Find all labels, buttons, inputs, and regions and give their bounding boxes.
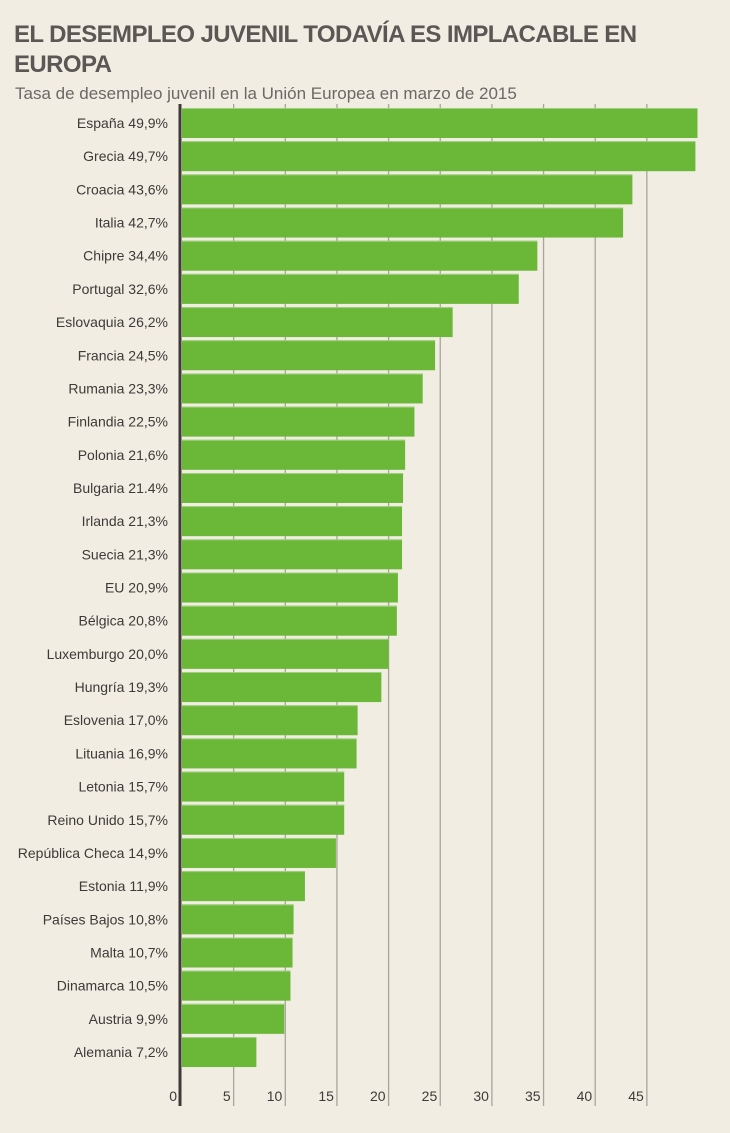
category-label: Austria 9,9% [89, 1011, 168, 1027]
category-label: Malta 10,7% [90, 945, 168, 961]
category-label: Croacia 43,6% [76, 181, 168, 197]
x-tick-label: 10 [267, 1088, 283, 1104]
x-tick-label: 30 [473, 1088, 489, 1104]
bar [182, 1003, 285, 1034]
category-label: Letonia 15,7% [78, 779, 168, 795]
x-tick-label: 40 [577, 1088, 593, 1104]
bar [182, 373, 423, 404]
x-axis-ticks: 0 5 10 15 20 25 30 35 40 45 [169, 1088, 644, 1104]
bar [182, 738, 357, 769]
bar [182, 506, 403, 537]
x-tick-label: 0 [169, 1088, 177, 1104]
bar [182, 439, 406, 470]
x-tick-label: 45 [628, 1088, 644, 1104]
chart-title: EL DESEMPLEO JUVENIL TODAVÍA ES IMPLACAB… [14, 21, 637, 78]
category-label: Estonia 11,9% [79, 878, 168, 894]
category-labels: España 49,9% Grecia 49,7% Croacia 43,6% Ita… [18, 115, 168, 1060]
category-label: Dinamarca 10,5% [57, 978, 168, 994]
category-label: Finlandia 22,5% [68, 414, 168, 430]
bar [182, 472, 404, 503]
category-label: EU 20,9% [105, 580, 168, 596]
bar [182, 871, 305, 902]
category-label: Chipre 34,4% [83, 248, 168, 264]
category-label: Polonia 21,6% [78, 447, 168, 463]
category-label: Italia 42,7% [95, 215, 168, 231]
bar [182, 108, 698, 138]
category-label: Países Bajos 10,8% [43, 911, 168, 927]
x-tick-label: 5 [223, 1088, 231, 1104]
bar [182, 937, 293, 968]
bars [182, 108, 698, 1068]
category-label: Lituania 16,9% [75, 745, 168, 761]
bar [182, 904, 294, 935]
bar [182, 141, 696, 172]
bar [182, 539, 403, 570]
x-tick-label: 15 [318, 1088, 334, 1104]
category-label: Irlanda 21,3% [82, 513, 168, 529]
bar [182, 837, 336, 868]
bar [182, 174, 633, 205]
category-label: Francia 24,5% [78, 347, 168, 363]
category-label: Eslovenia 17,0% [64, 712, 168, 728]
category-label: Eslovaquia 26,2% [56, 314, 168, 330]
bar [182, 1037, 257, 1068]
bar [182, 771, 345, 802]
category-label: España 49,9% [77, 115, 168, 131]
bar [182, 240, 538, 271]
category-label: Portugal 32,6% [72, 281, 168, 297]
bar [182, 307, 453, 338]
bar [182, 705, 358, 736]
category-label: Bélgica 20,8% [78, 613, 168, 629]
gridlines [232, 104, 648, 1106]
category-label: Alemania 7,2% [74, 1044, 168, 1060]
bar [182, 605, 397, 636]
bar [182, 672, 382, 703]
x-tick-label: 20 [370, 1088, 386, 1104]
category-label: Hungría 19,3% [75, 679, 168, 695]
category-label: Reino Unido 15,7% [47, 812, 168, 828]
bar [182, 638, 389, 669]
bar [182, 207, 624, 238]
bar [182, 340, 436, 371]
category-label: República Checa 14,9% [18, 845, 168, 861]
bar [182, 804, 345, 835]
bar [182, 572, 398, 603]
x-tick-label: 25 [422, 1088, 438, 1104]
category-label: Suecia 21,3% [82, 546, 168, 562]
x-tick-label: 35 [525, 1088, 541, 1104]
chart-subtitle: Tasa de desempleo juvenil en la Unión Eu… [15, 84, 517, 103]
bar [182, 970, 291, 1001]
category-label: Luxemburgo 20,0% [47, 646, 168, 662]
category-label: Grecia 49,7% [83, 148, 168, 164]
chart-header: EL DESEMPLEO JUVENIL TODAVÍA ES IMPLACAB… [0, 0, 730, 106]
bar [182, 273, 519, 304]
bar [182, 406, 415, 437]
category-label: Rumania 23,3% [68, 380, 168, 396]
category-label: Bulgaria 21.4% [73, 480, 168, 496]
